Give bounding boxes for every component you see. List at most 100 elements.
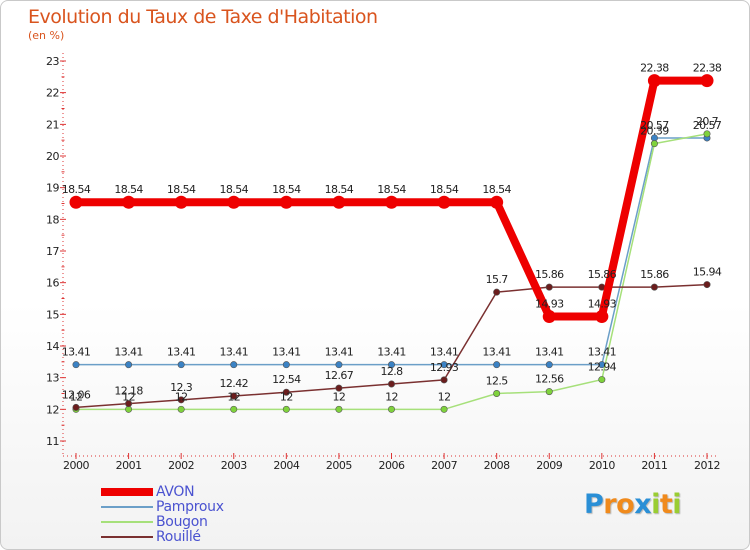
legend-label-avon: AVON: [156, 484, 195, 500]
logo-letter: i: [651, 489, 660, 520]
data-label-bougon: 20.39: [640, 125, 669, 138]
data-label-rouille: 15.86: [535, 268, 564, 281]
x-tick-label: 2001: [116, 459, 142, 472]
x-tick-label: 2012: [694, 459, 720, 472]
chart-legend: AVON Pamproux Bougon Rouillé: [101, 484, 301, 545]
data-label-pamproux: 13.41: [430, 346, 459, 359]
data-label-bougon: 12.5: [486, 375, 509, 388]
data-label-avon: 18.54: [62, 183, 91, 196]
data-point-avon: [595, 310, 609, 324]
legend-item-rouille: Rouillé: [101, 529, 301, 545]
data-label-avon: 18.54: [430, 183, 459, 196]
data-labels-layer: 18.54 18.54 18.54 18.54 18.54 18.54 18.54 18.54…: [62, 62, 723, 404]
data-label-pamproux: 13.41: [588, 346, 617, 359]
data-label-rouille: 12.18: [114, 385, 143, 398]
data-label-bougon: 12: [280, 390, 293, 403]
data-point-avon: [385, 195, 398, 209]
data-label-avon: 18.54: [272, 183, 301, 196]
data-label-bougon: 12.56: [535, 373, 564, 386]
data-label-rouille: 12.54: [272, 373, 301, 386]
data-label-pamproux: 13.41: [482, 346, 511, 359]
legend-swatch-avon: [101, 488, 153, 496]
data-label-avon: 18.54: [377, 183, 406, 196]
data-point-avon: [69, 195, 83, 209]
data-point-pamproux: [177, 361, 185, 369]
data-label-pamproux: 13.41: [272, 346, 301, 359]
data-point-bougon: [230, 405, 238, 413]
logo-letter: x: [634, 489, 652, 520]
data-point-pamproux: [440, 361, 448, 369]
data-point-pamproux: [282, 361, 290, 369]
data-point-avon: [332, 195, 346, 209]
data-label-avon: 18.54: [114, 183, 143, 196]
x-tick-label: 2009: [536, 459, 562, 472]
y-tick-label: 14: [46, 340, 59, 353]
data-label-pamproux: 13.41: [535, 346, 564, 359]
data-label-bougon: 12.94: [588, 361, 617, 374]
data-point-bougon: [493, 389, 501, 397]
x-tick-label: 2006: [379, 459, 405, 472]
y-tick-label: 12: [46, 403, 59, 416]
y-tick-label: 13: [46, 372, 59, 385]
chart-title: Evolution du Taux de Taxe d'Habitation: [28, 6, 378, 28]
data-point-avon: [647, 74, 661, 88]
data-label-avon: 14.93: [588, 298, 617, 311]
y-tick-label: 22: [46, 87, 59, 100]
data-point-avon: [227, 195, 241, 209]
data-label-avon: 14.93: [535, 298, 564, 311]
legend-item-bougon: Bougon: [101, 514, 301, 530]
data-point-rouille: [335, 384, 343, 392]
x-tick-label: 2000: [63, 459, 89, 472]
data-label-rouille: 12.42: [220, 377, 249, 390]
data-point-bougon: [650, 140, 658, 148]
legend-swatch-bougon: [101, 521, 153, 523]
y-tick-label: 19: [46, 182, 59, 195]
x-tick-label: 2007: [431, 459, 457, 472]
data-label-avon: 18.54: [325, 183, 354, 196]
y-tick-label: 18: [46, 213, 59, 226]
series-layer: [69, 74, 714, 413]
data-point-avon: [174, 195, 188, 209]
data-label-rouille: 15.86: [640, 268, 669, 281]
y-tick-label: 15: [46, 308, 59, 321]
data-point-bougon: [545, 388, 553, 396]
data-point-rouille: [72, 403, 80, 411]
data-label-rouille: 12.06: [62, 388, 91, 401]
x-tick-label: 2011: [641, 459, 667, 472]
data-point-bougon: [703, 130, 711, 138]
x-tick-label: 2004: [273, 459, 299, 472]
data-label-bougon: 12: [385, 390, 398, 403]
data-label-rouille: 12.8: [380, 365, 403, 378]
x-tick-label: 2002: [168, 459, 194, 472]
data-label-pamproux: 13.41: [167, 346, 196, 359]
data-point-pamproux: [72, 361, 80, 369]
data-label-avon: 22.38: [693, 62, 722, 75]
y-tick-label: 17: [46, 245, 59, 258]
logo-letter: P: [584, 489, 604, 520]
logo-letter: i: [672, 489, 682, 520]
data-point-bougon: [177, 405, 185, 413]
data-point-rouille: [703, 281, 711, 289]
x-tick-label: 2005: [326, 459, 352, 472]
legend-item-pamproux: Pamproux: [101, 499, 301, 515]
data-label-pamproux: 13.41: [220, 346, 249, 359]
legend-label-bougon: Bougon: [156, 514, 208, 530]
data-point-pamproux: [545, 361, 553, 369]
data-label-bougon: 20.7: [696, 115, 719, 128]
data-label-rouille: 12.67: [325, 369, 354, 382]
data-point-rouille: [125, 400, 133, 408]
data-label-rouille: 15.94: [693, 266, 722, 279]
data-point-rouille: [387, 380, 395, 388]
logo-letter: t: [659, 489, 673, 520]
data-point-rouille: [282, 388, 290, 396]
data-point-bougon: [335, 405, 343, 413]
data-label-pamproux: 20.57: [640, 119, 669, 132]
data-label-pamproux: 20.57: [693, 119, 722, 132]
legend-swatch-pamproux: [101, 506, 153, 508]
data-point-rouille: [177, 396, 185, 404]
proxiti-logo: Proxiti: [584, 489, 682, 520]
data-point-pamproux: [230, 361, 238, 369]
legend-item-avon: AVON: [101, 484, 301, 500]
legend-label-pamproux: Pamproux: [156, 499, 224, 515]
